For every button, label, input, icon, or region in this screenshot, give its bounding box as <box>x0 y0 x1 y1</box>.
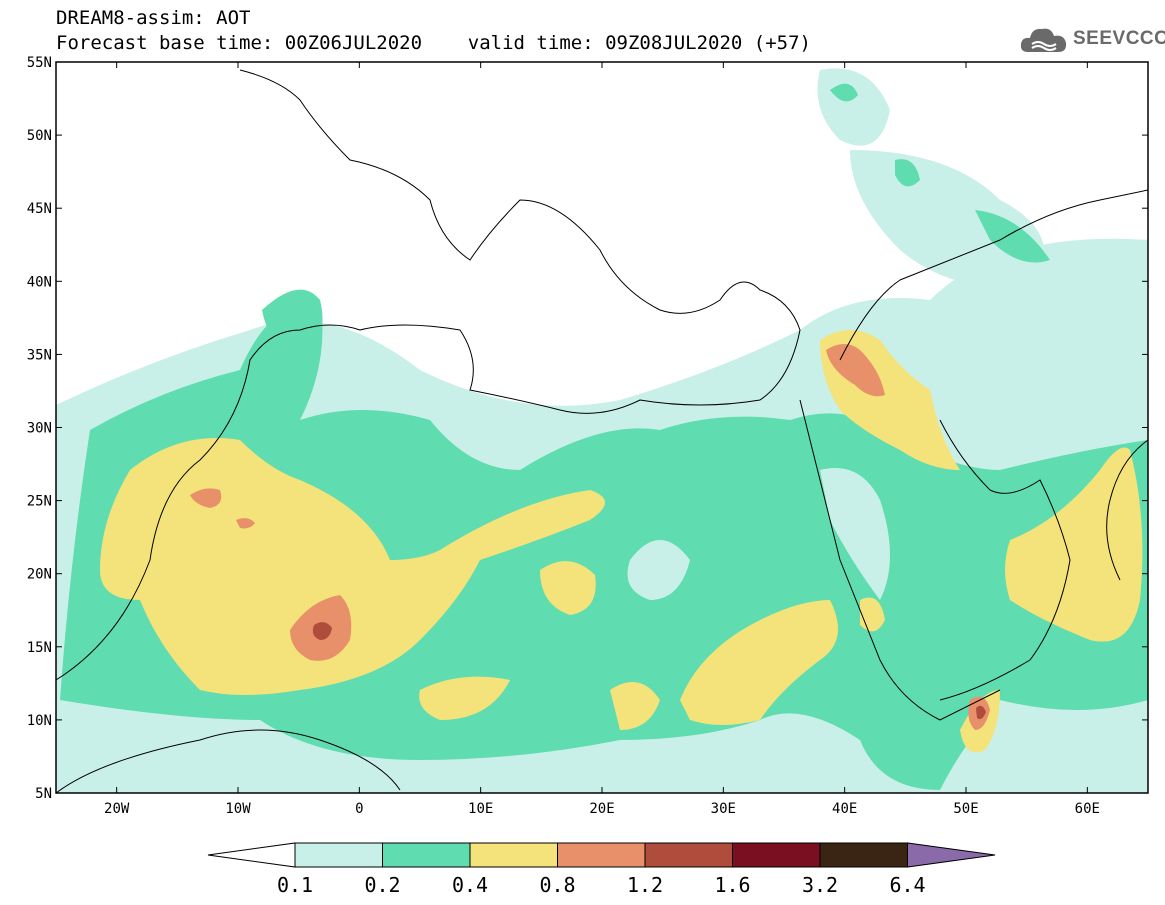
map-title: DREAM8-assim: AOT <box>56 7 251 29</box>
colorbar-label: 0.4 <box>452 873 488 897</box>
colorbar-over-triangle <box>907 842 996 868</box>
lon-label: 10W <box>225 801 251 817</box>
colorbar-box <box>294 842 383 868</box>
colorbar-label: 1.6 <box>714 873 750 897</box>
colorbar-box <box>557 842 646 868</box>
colorbar-under-triangle <box>207 842 296 868</box>
lat-label: 45N <box>27 201 52 217</box>
colorbar-box <box>469 842 558 868</box>
lon-label: 60E <box>1075 801 1100 817</box>
colorbar-label: 0.1 <box>277 873 313 897</box>
coastlines <box>56 69 1148 793</box>
lat-label: 5N <box>35 786 52 802</box>
lon-label: 30E <box>711 801 736 817</box>
lat-label: 25N <box>27 494 52 510</box>
lat-label: 15N <box>27 640 52 656</box>
lon-label: 10E <box>468 801 493 817</box>
lat-label: 30N <box>27 421 52 437</box>
lat-label: 55N <box>27 55 52 71</box>
colorbar-label: 6.4 <box>889 873 925 897</box>
axis-ticks <box>56 61 1148 794</box>
colorbar-label: 1.2 <box>627 873 663 897</box>
lon-label: 50E <box>953 801 978 817</box>
lat-label: 40N <box>27 274 52 290</box>
longitude-labels: 20W 10W 0 10E 20E 30E 40E 50E 60E <box>104 801 1100 817</box>
lon-label: 20E <box>589 801 614 817</box>
colorbar-box <box>644 842 733 868</box>
cloud-icon <box>1020 28 1067 52</box>
seevccc-logo: SEEVCCC <box>1018 22 1165 58</box>
colorbar-box <box>732 842 821 868</box>
lat-label: 10N <box>27 713 52 729</box>
lat-label: 20N <box>27 567 52 583</box>
aot-field <box>56 68 1148 793</box>
logo-text: SEEVCCC <box>1073 28 1165 49</box>
latitude-labels: 55N 50N 45N 40N 35N 30N 25N 20N 15N 10N 5N <box>27 55 52 802</box>
lat-label: 50N <box>27 128 52 144</box>
lat-label: 35N <box>27 347 52 363</box>
lon-label: 20W <box>104 801 130 817</box>
colorbar-box <box>382 842 471 868</box>
lon-label: 40E <box>832 801 857 817</box>
forecast-time-line: Forecast base time: 00Z06JUL2020 valid t… <box>56 32 811 54</box>
colorbar-box <box>819 842 908 868</box>
lon-label: 0 <box>355 801 363 817</box>
colorbar-label: 0.8 <box>539 873 575 897</box>
colorbar-label: 3.2 <box>802 873 838 897</box>
colorbar-label: 0.2 <box>364 873 400 897</box>
